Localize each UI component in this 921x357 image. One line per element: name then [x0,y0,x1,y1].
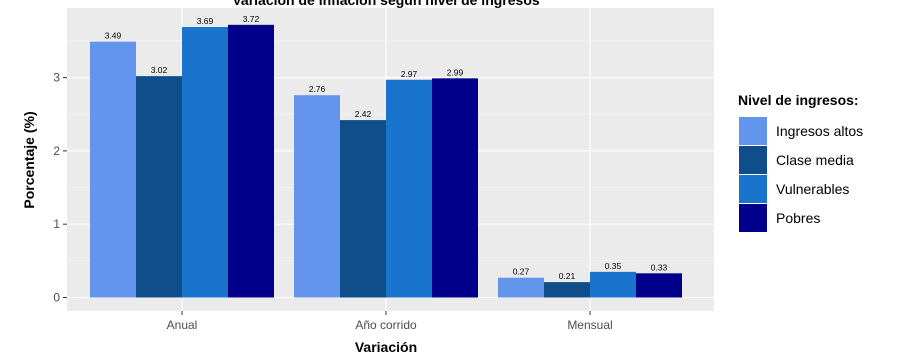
data-labels: 3.49 3.02 3.69 3.72 2.76 2.42 2.97 2.99 0.27 0.21… [105,14,668,281]
legend-label: Vulnerables [776,181,849,197]
bar-value-label: 0.27 [513,267,530,277]
bar-value-label: 3.72 [243,14,260,24]
legend-title: Nivel de ingresos: [738,92,859,108]
bar [386,79,432,298]
legend: Nivel de ingresos: Ingresos altos Clase m… [738,92,863,232]
bars [90,24,682,298]
legend-label: Pobres [776,210,820,226]
bar [590,271,636,298]
bar [136,76,182,298]
chart-title: Variación de inflación según nivel de in… [232,0,540,8]
bar-value-label: 3.49 [105,31,122,41]
bar [432,78,478,298]
x-axis: Anual Año corrido Mensual [167,311,613,332]
bar-value-label: 0.33 [651,262,668,272]
y-tick-label: 1 [53,217,60,231]
bar [544,282,590,298]
bar-value-label: 2.97 [401,69,418,79]
bar [498,277,544,298]
bar [340,120,386,298]
bar-value-label: 0.21 [559,271,576,281]
bar [636,273,682,298]
bar-value-label: 2.42 [355,109,372,119]
y-tick-label: 3 [53,71,60,85]
x-tick-label: Mensual [567,318,612,332]
x-tick-label: Anual [167,318,198,332]
bar-value-label: 2.76 [309,84,326,94]
legend-swatch [739,117,767,145]
legend-swatch [739,146,767,174]
bar [228,24,274,298]
legend-swatch [739,175,767,203]
y-axis: 0 1 2 3 [53,71,67,305]
x-tick-label: Año corrido [355,318,417,332]
bar [294,95,340,298]
y-tick-label: 0 [53,291,60,305]
bar-value-label: 3.69 [197,16,214,26]
x-axis-title: Variación [355,339,417,355]
legend-label: Clase media [776,152,854,168]
bar [182,27,228,298]
bar-value-label: 2.99 [447,67,464,77]
y-tick-label: 2 [53,144,60,158]
bar [90,41,136,298]
legend-label: Ingresos altos [776,123,863,139]
y-axis-title: Porcentaje (%) [21,111,37,208]
bar-value-label: 0.35 [605,261,622,271]
bar-value-label: 3.02 [151,65,168,75]
legend-swatch [739,204,767,232]
